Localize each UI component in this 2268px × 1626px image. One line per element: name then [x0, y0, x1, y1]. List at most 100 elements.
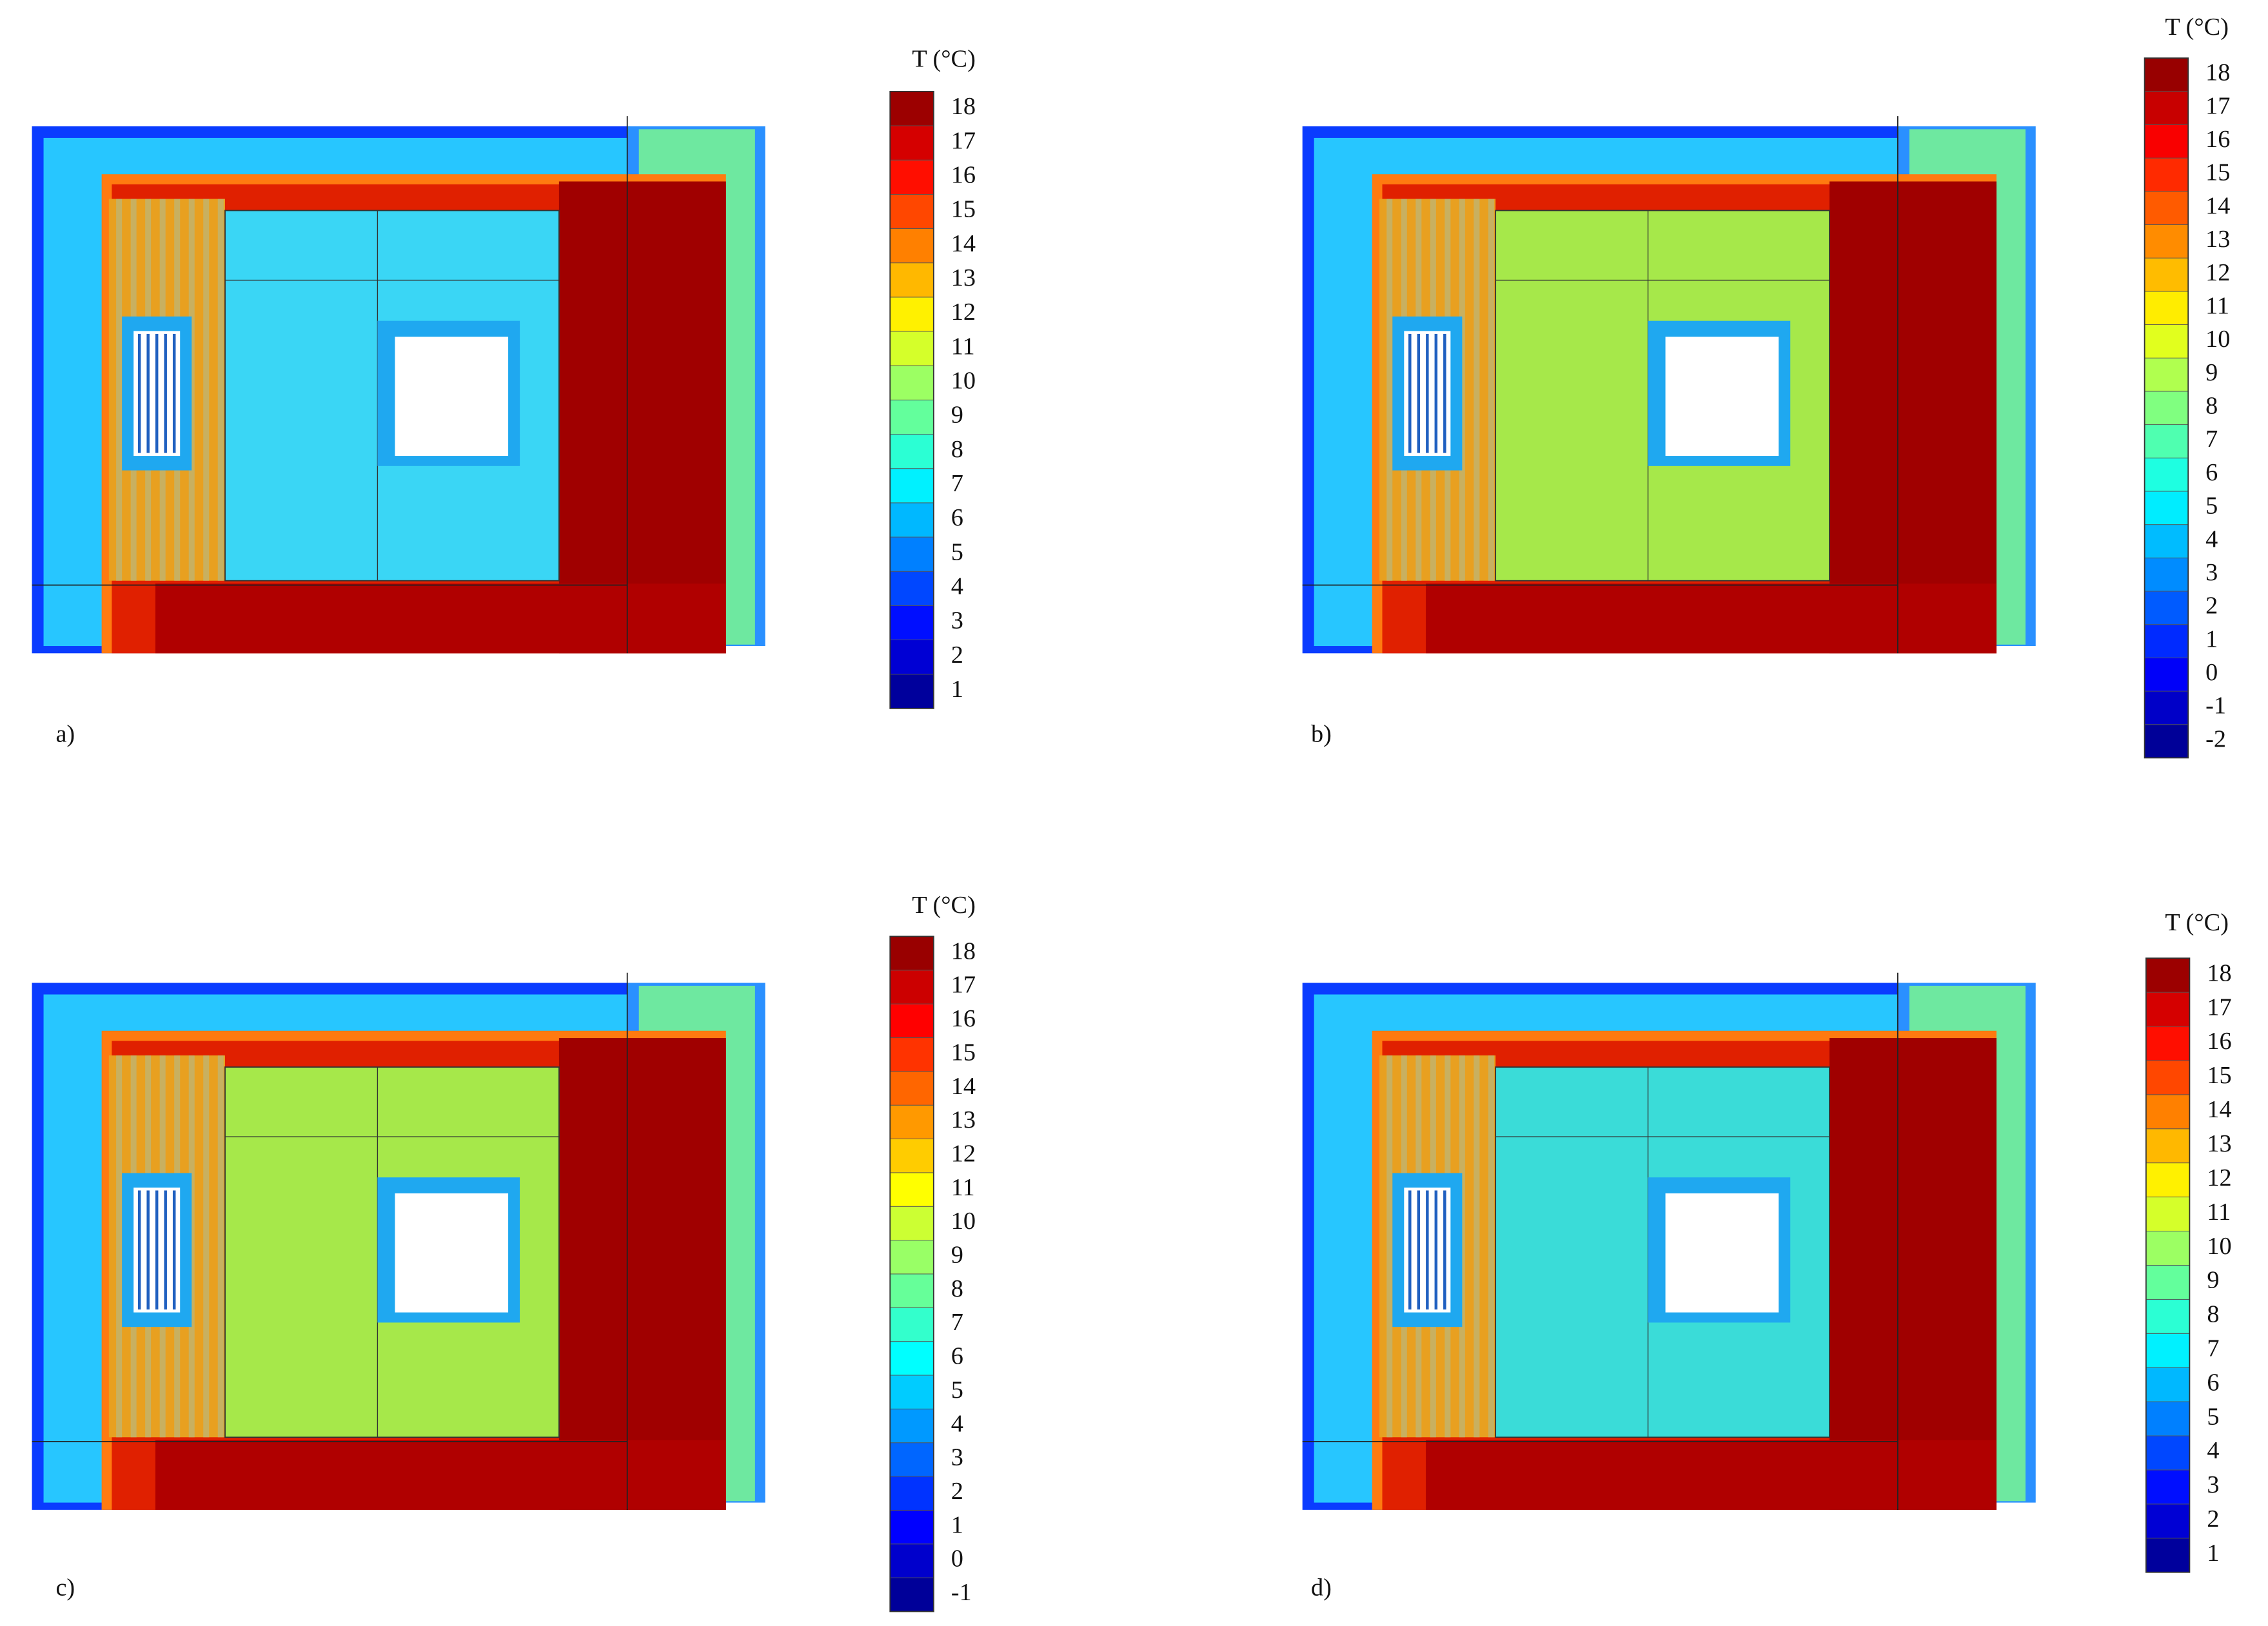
colorbar-segment [2145, 1401, 2190, 1436]
colorbar-segment [2144, 491, 2189, 525]
colorbar-tick-label: 4 [2207, 1437, 2219, 1464]
panel-label: d) [1311, 1574, 1332, 1601]
colorbar-segment [889, 1104, 934, 1139]
right-wall [1829, 181, 1997, 654]
colorbar-tick-label: 17 [2205, 92, 2230, 119]
colorbar-segment [2145, 1298, 2190, 1334]
colorbar-tick-label: 3 [951, 607, 963, 634]
colorbar-segment [889, 1206, 934, 1241]
colorbar-segment [889, 1037, 934, 1072]
colorbar-tick-label: 18 [2207, 959, 2231, 986]
colorbar-tick-label: 16 [2207, 1028, 2231, 1055]
colorbar-tick-label: 12 [951, 1140, 976, 1167]
colorbar-tick-label: 8 [951, 436, 963, 463]
colorbar-frame [2144, 57, 2189, 759]
colorbar-segment [889, 1408, 934, 1444]
colorbar-segment [889, 262, 934, 298]
colorbar-tick-label: -1 [951, 1579, 972, 1606]
colorbar-tick-label: 1 [2207, 1540, 2219, 1567]
colorbar-segment [2145, 1333, 2190, 1368]
colorbar-tick-label: 8 [2207, 1301, 2219, 1328]
window-bar [164, 1190, 167, 1310]
colorbar-segment [889, 1003, 934, 1038]
colorbar-tick-label: 6 [2207, 1369, 2219, 1396]
colorbar-segment [889, 1577, 934, 1612]
colorbar-tick-label: 7 [2205, 426, 2218, 453]
left-wall-stripe [203, 199, 210, 581]
colorbar-segment [2145, 1504, 2190, 1539]
colorbar-tick-label: 5 [2207, 1403, 2219, 1430]
colorbar-segment [2145, 1197, 2190, 1231]
colorbar-segment [2145, 1264, 2190, 1300]
colorbar-segment [2144, 691, 2189, 725]
window-bar [146, 1190, 150, 1310]
window-bar [137, 333, 141, 453]
colorbar-segment [2144, 91, 2189, 125]
colorbar-segment [889, 434, 934, 469]
colorbar-tick-label: 15 [2207, 1062, 2231, 1089]
colorbar-tick-label: -1 [2205, 692, 2226, 720]
colorbar-segment [2144, 424, 2189, 458]
colorbar-tick-label: 7 [951, 1309, 963, 1336]
colorbar-tick-label: 13 [951, 264, 976, 291]
colorbar-segment [889, 640, 934, 675]
window-bar [164, 333, 167, 453]
panel-label: c) [55, 1574, 75, 1601]
colorbar-segment [889, 536, 934, 572]
colorbar-frame [889, 935, 934, 1612]
colorbar-segment [889, 125, 934, 161]
colorbar-segment [889, 1509, 934, 1545]
window-bar [1434, 333, 1438, 453]
window-bar [155, 333, 159, 453]
right-wall [558, 1038, 726, 1510]
colorbar-segment [889, 1442, 934, 1477]
colorbar-tick-label: 7 [951, 470, 963, 497]
colorbar-segment [2144, 624, 2189, 658]
colorbar-segment [2145, 1367, 2190, 1402]
floor [155, 583, 726, 654]
colorbar-tick-label: 17 [951, 972, 976, 999]
colorbar-tick-label: 10 [951, 367, 976, 395]
colorbar-segment [889, 1476, 934, 1511]
colorbar-tick-label: 12 [2207, 1164, 2231, 1191]
colorbar-tick-label: 10 [951, 1208, 976, 1235]
floor [1426, 1440, 1997, 1510]
colorbar-title: T (°C) [912, 45, 976, 72]
colorbar-segment [889, 1273, 934, 1308]
colorbar-tick-label: 16 [951, 1005, 976, 1032]
colorbar-title: T (°C) [2165, 14, 2229, 41]
panel-label: b) [1311, 720, 1332, 747]
colorbar-segment [2144, 724, 2189, 758]
left-wall-stripe [217, 199, 224, 581]
colorbar-segment [2144, 291, 2189, 325]
left-wall-stripe [116, 199, 123, 581]
colorbar-tick-label: -2 [2205, 725, 2226, 752]
colorbar-tick-label: 13 [2205, 226, 2230, 253]
colorbar-segment [889, 193, 934, 229]
colorbar-tick-label: 12 [951, 299, 976, 326]
colorbar-frame [2145, 957, 2191, 1573]
colorbar-segment [2144, 357, 2189, 392]
colorbar-tick-label: 16 [2205, 126, 2230, 153]
window-bar [1426, 1190, 1429, 1310]
colorbar-segment [889, 935, 934, 971]
colorbar-segment [889, 1375, 934, 1409]
window-bar [1417, 1190, 1421, 1310]
floor [155, 1440, 726, 1510]
left-wall-stripe [1459, 1055, 1465, 1438]
colorbar-tick-label: 6 [2205, 459, 2218, 486]
colorbar-segment [889, 1139, 934, 1173]
colorbar-tick-label: 1 [951, 676, 963, 703]
colorbar-tick-label: 9 [2205, 359, 2218, 386]
colorbar-tick-label: 7 [2207, 1335, 2219, 1362]
colorbar-segment [889, 1307, 934, 1342]
colorbar-segment [889, 1341, 934, 1376]
colorbar-tick-label: 9 [951, 1242, 963, 1269]
colorbar-segment [889, 365, 934, 400]
floor [1426, 583, 1997, 654]
colorbar-segment [2145, 1538, 2190, 1573]
colorbar-segment [2145, 992, 2190, 1027]
colorbar-tick-label: 17 [951, 127, 976, 154]
left-wall-stripe [1386, 1055, 1393, 1438]
